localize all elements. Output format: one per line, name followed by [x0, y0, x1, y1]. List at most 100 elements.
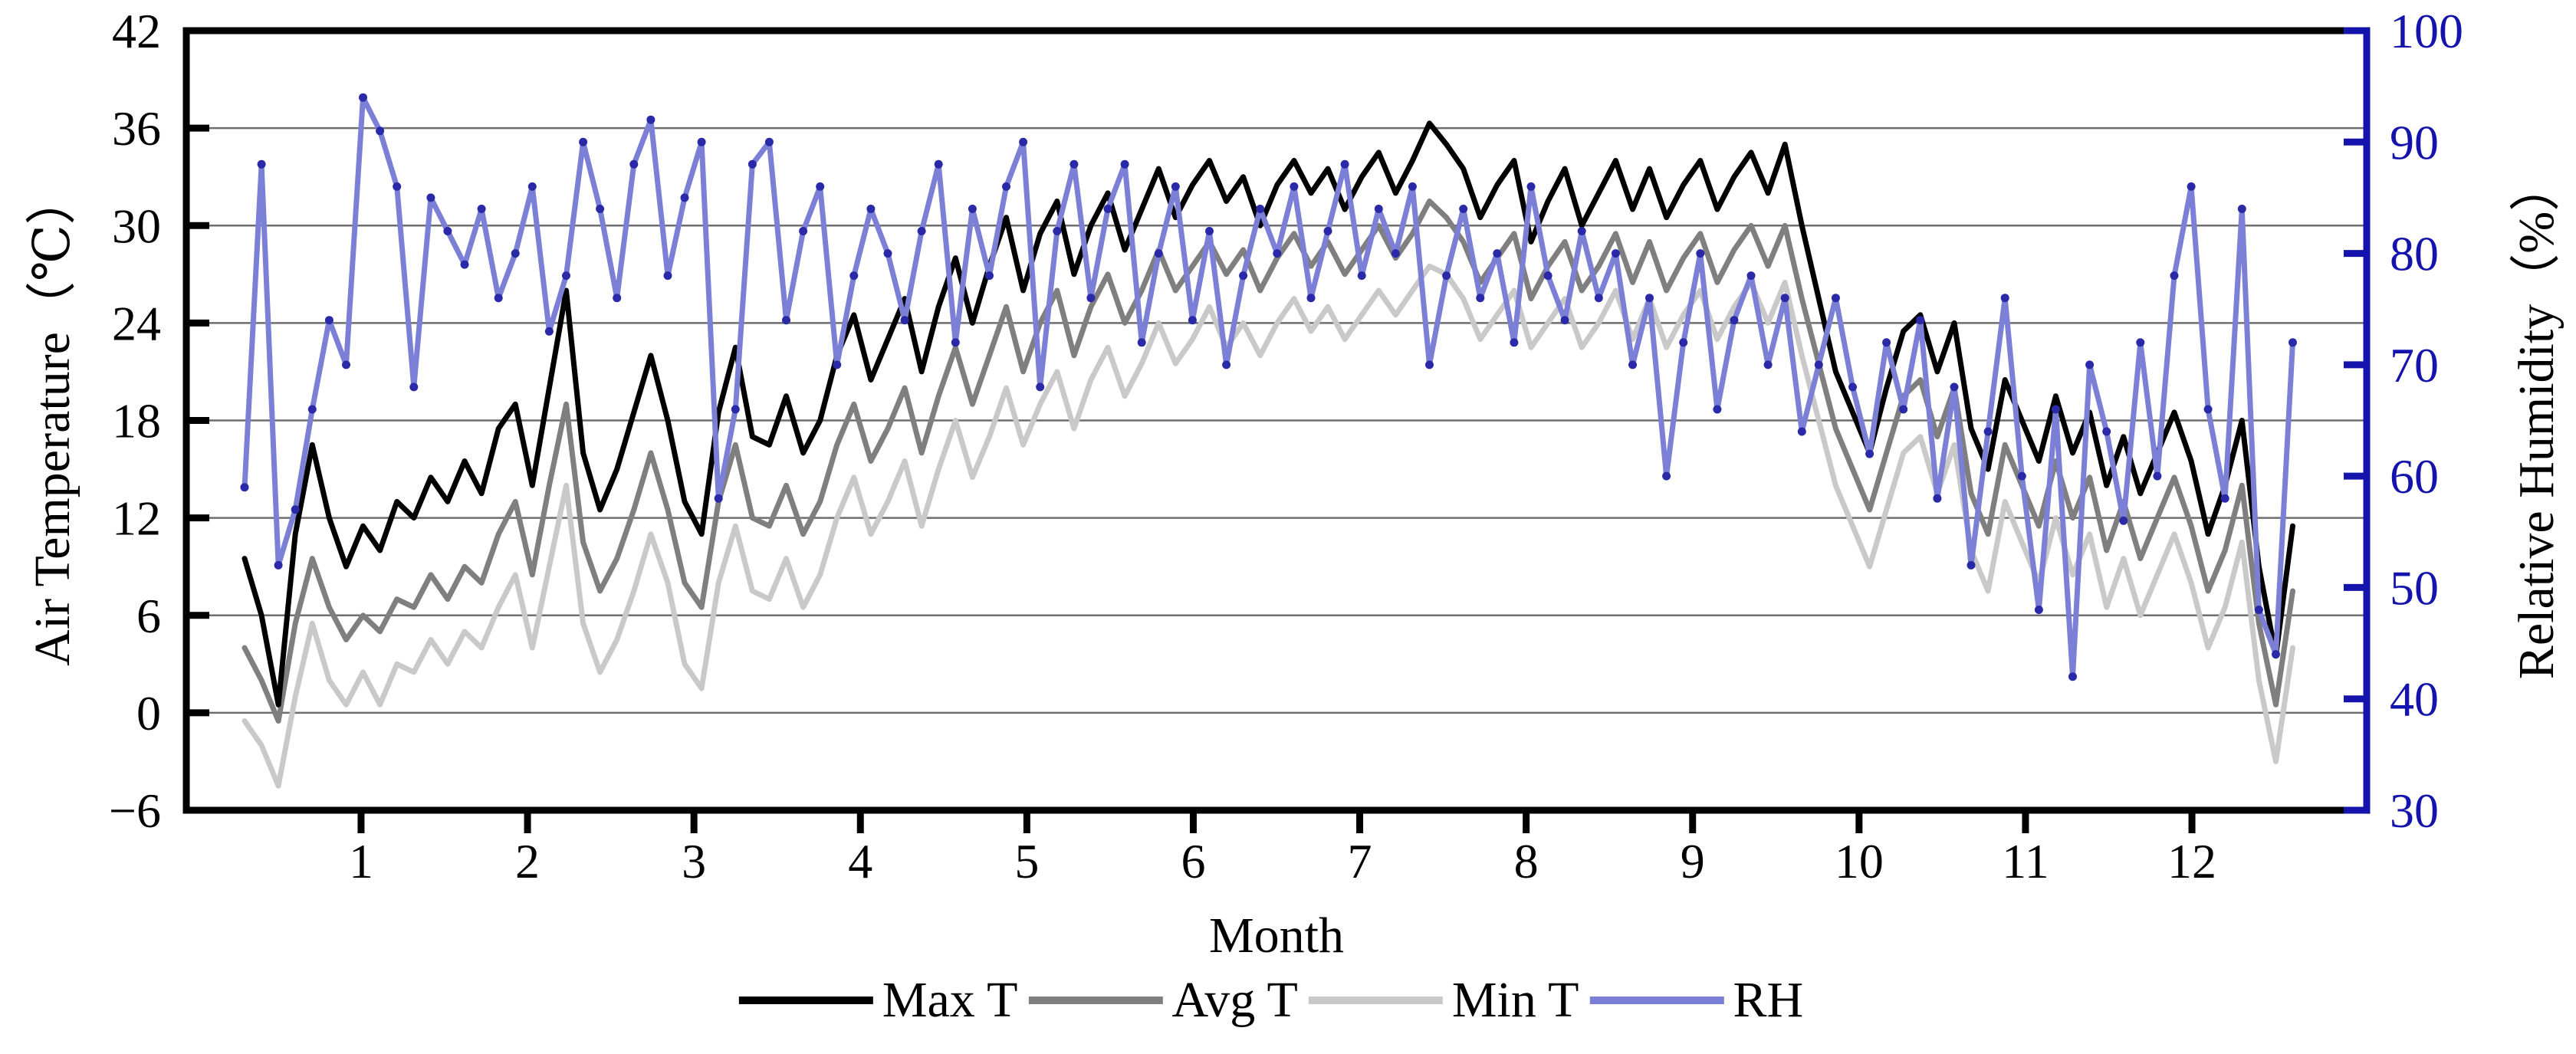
- series-marker-rh: [2085, 360, 2095, 369]
- series-marker-rh: [917, 227, 926, 235]
- legend-swatch-max-t: [738, 997, 873, 1004]
- legend-item-max-t: Max T: [738, 972, 1029, 1028]
- series-marker-rh: [1933, 494, 1942, 503]
- series-marker-rh: [2237, 205, 2246, 213]
- series-marker-rh: [1154, 249, 1163, 258]
- series-marker-rh: [291, 505, 300, 514]
- series-marker-rh: [782, 316, 790, 325]
- series-marker-rh: [1916, 316, 1925, 325]
- series-marker-rh: [1036, 383, 1045, 392]
- series-marker-rh: [1763, 360, 1773, 369]
- series-marker-rh: [731, 405, 740, 414]
- legend-swatch-min-t: [1308, 997, 1443, 1004]
- series-marker-rh: [1425, 360, 1434, 369]
- legend-label-avg-t: Avg T: [1171, 972, 1298, 1028]
- series-marker-rh: [1780, 294, 1789, 303]
- series-marker-rh: [663, 271, 672, 281]
- x-axis-tick-label: 11: [2002, 834, 2049, 888]
- series-marker-rh: [2254, 606, 2263, 614]
- legend-item-avg-t: Avg T: [1028, 974, 1308, 1027]
- legend-label-min-t: Min T: [1451, 972, 1579, 1028]
- legend-swatch-rh: [1589, 997, 1724, 1004]
- right-axis-tick-label: 40: [2390, 672, 2439, 727]
- left-axis-tick-label: 0: [136, 686, 161, 740]
- series-line-max-t: [242, 120, 2295, 708]
- series-marker-rh: [1053, 227, 1062, 235]
- series-marker-rh: [1222, 360, 1231, 369]
- series-marker-rh: [1442, 271, 1451, 281]
- series-marker-rh: [1357, 271, 1366, 281]
- series-marker-rh: [1628, 360, 1637, 369]
- series-marker-rh: [1594, 294, 1603, 303]
- series-marker-rh: [409, 383, 419, 392]
- series-marker-rh: [342, 360, 350, 369]
- left-axis-tick-label: −6: [109, 783, 161, 838]
- series-marker-rh: [849, 271, 859, 281]
- series-marker-rh: [1205, 227, 1214, 235]
- series-marker-rh: [1306, 294, 1316, 303]
- series-marker-rh: [900, 316, 909, 325]
- series-marker-rh: [1019, 137, 1028, 146]
- series-marker-rh: [1696, 249, 1705, 258]
- x-axis-tick-label: 8: [1514, 834, 1539, 888]
- series-marker-rh: [1611, 249, 1620, 258]
- series-marker-rh: [1273, 249, 1282, 258]
- series-marker-rh: [562, 271, 570, 281]
- left-axis-tick-label: 12: [112, 491, 161, 546]
- series-marker-rh: [1171, 182, 1180, 191]
- series-marker-rh: [613, 294, 622, 303]
- series-marker-rh: [1002, 182, 1010, 191]
- series-marker-rh: [866, 205, 876, 213]
- series-marker-rh: [1476, 294, 1485, 303]
- x-axis-tick-label: 1: [349, 834, 373, 888]
- right-axis-tick-label: 30: [2390, 783, 2439, 838]
- right-axis-tick-label: 100: [2390, 4, 2463, 58]
- series-marker-rh: [1340, 159, 1349, 169]
- series-marker-rh: [1848, 383, 1857, 392]
- series-marker-rh: [748, 159, 757, 169]
- series-marker-rh: [1983, 427, 1993, 436]
- x-axis-tick-label: 10: [1835, 834, 1884, 888]
- series-marker-rh: [1713, 405, 1722, 414]
- x-axis-tick-label: 12: [2167, 834, 2216, 888]
- series-marker-rh: [460, 260, 469, 269]
- left-axis-tick-label: 6: [136, 589, 161, 643]
- series-marker-rh: [1526, 182, 1536, 191]
- series-marker-rh: [951, 338, 960, 347]
- series-marker-rh: [1730, 316, 1739, 325]
- series-marker-rh: [1391, 249, 1400, 258]
- right-axis-tick-label: 90: [2390, 115, 2439, 169]
- legend-swatch-avg-t: [1028, 997, 1163, 1004]
- series-marker-rh: [2187, 182, 2196, 191]
- x-axis-tick-label: 2: [515, 834, 540, 888]
- series-marker-rh: [544, 327, 554, 336]
- series-marker-rh: [2203, 405, 2213, 414]
- series-marker-rh: [426, 193, 435, 202]
- series-marker-rh: [376, 126, 385, 136]
- series-marker-rh: [1188, 316, 1197, 325]
- series-marker-rh: [1577, 227, 1586, 235]
- series-marker-rh: [1086, 294, 1096, 303]
- legend-label-max-t: Max T: [882, 972, 1018, 1028]
- x-axis-tick-label: 9: [1681, 834, 1705, 888]
- x-axis-tick-label: 6: [1181, 834, 1205, 888]
- series-marker-rh: [2068, 672, 2077, 681]
- series-marker-rh: [2051, 405, 2060, 414]
- series-marker-rh: [1256, 205, 1265, 213]
- series-marker-rh: [833, 360, 842, 369]
- series-line-rh: [242, 94, 2295, 680]
- series-marker-rh: [1831, 294, 1840, 303]
- left-axis-tick-label: 24: [112, 296, 161, 350]
- x-axis-tick-label: 5: [1014, 834, 1039, 888]
- series-marker-rh: [274, 560, 283, 570]
- series-marker-rh: [680, 193, 689, 202]
- series-marker-rh: [985, 271, 994, 281]
- series-marker-rh: [527, 182, 537, 191]
- series-marker-rh: [1543, 271, 1552, 281]
- series-marker-rh: [1950, 383, 1959, 392]
- series-marker-rh: [1137, 338, 1146, 347]
- series-marker-rh: [1290, 182, 1299, 191]
- series-marker-rh: [2153, 471, 2162, 481]
- series-marker-rh: [257, 159, 266, 169]
